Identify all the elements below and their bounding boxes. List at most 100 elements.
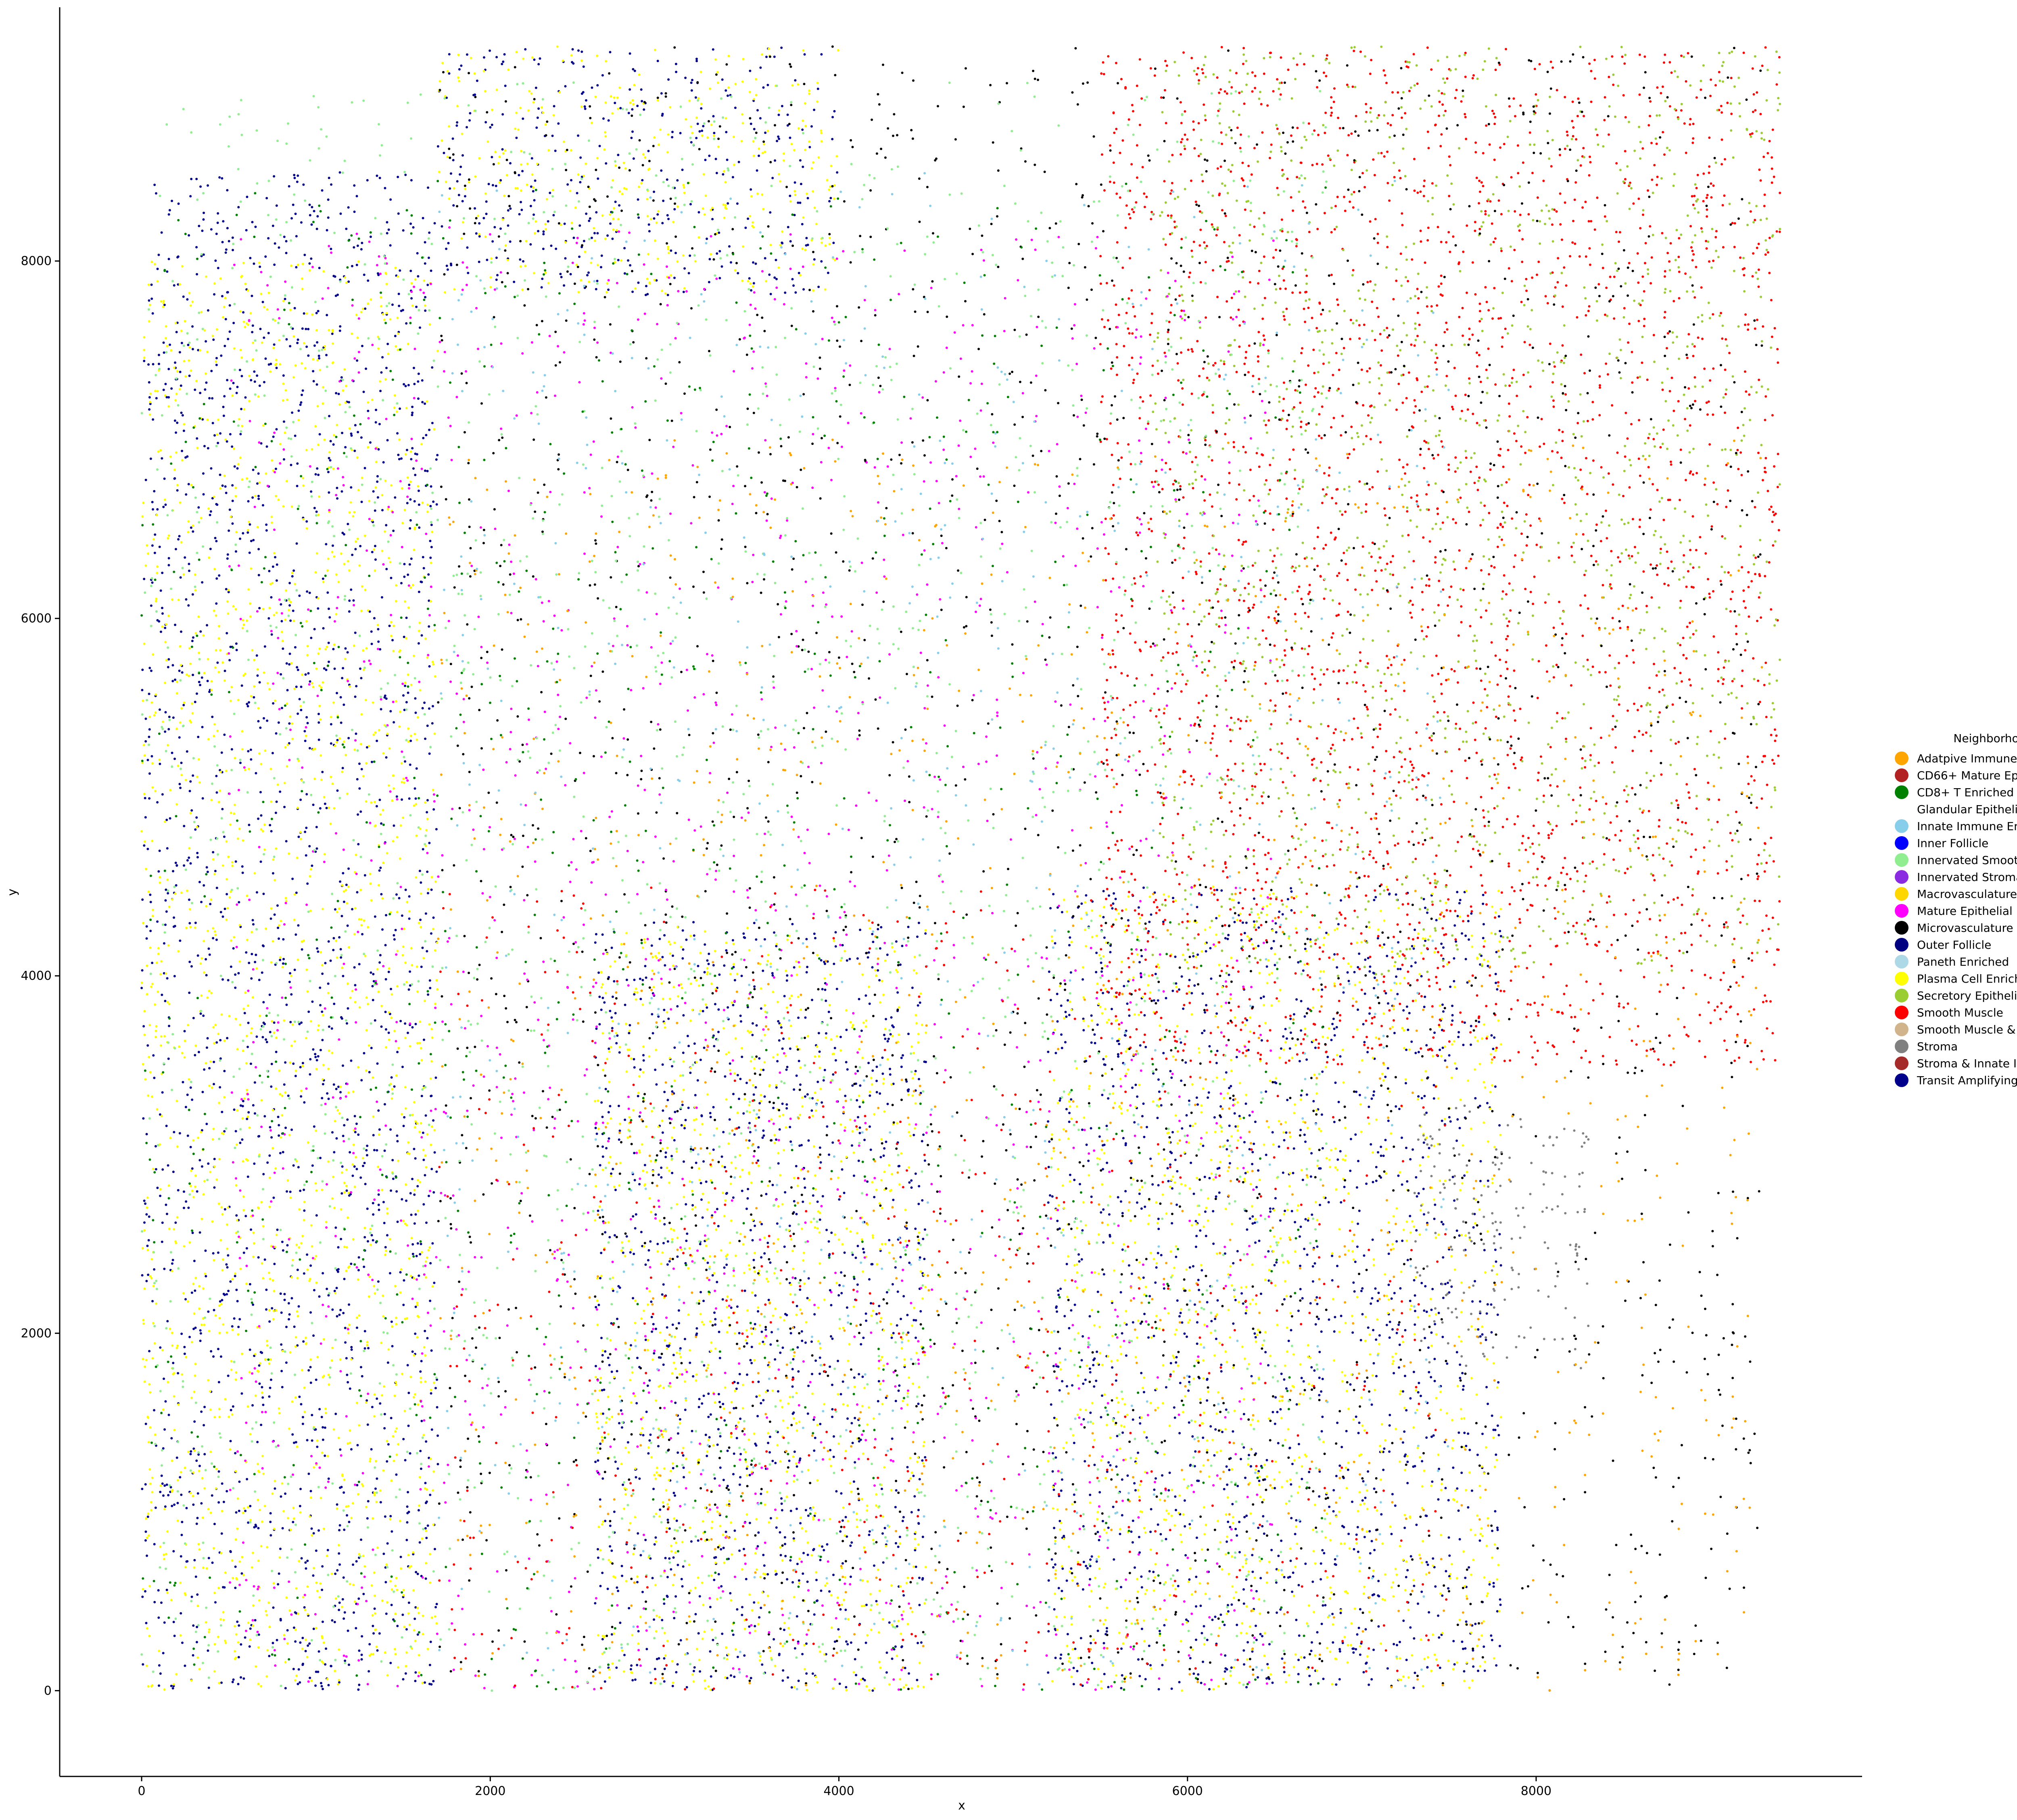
data-point [850, 1641, 852, 1644]
data-point [192, 1624, 194, 1627]
data-point [241, 1352, 243, 1355]
data-point [143, 336, 146, 338]
data-point [285, 840, 288, 843]
data-point [338, 1563, 341, 1566]
data-point [166, 879, 169, 881]
data-point [394, 335, 397, 337]
data-point [338, 908, 340, 910]
data-point [405, 1665, 407, 1668]
data-point [377, 1109, 380, 1112]
data-point [232, 522, 234, 525]
data-point [313, 1628, 315, 1630]
data-point [200, 1218, 203, 1220]
data-point [171, 1459, 173, 1462]
data-point [163, 1428, 166, 1431]
data-point [302, 389, 304, 392]
data-point [426, 950, 428, 952]
data-point [360, 610, 363, 612]
data-point [340, 1016, 342, 1019]
data-point [395, 1381, 397, 1383]
data-point [180, 576, 182, 579]
data-point [242, 262, 245, 264]
data-point [158, 1650, 160, 1652]
data-point [332, 468, 335, 470]
data-point [256, 1035, 258, 1038]
data-point [408, 895, 411, 897]
data-point [335, 573, 338, 576]
data-point [253, 370, 255, 373]
data-point [645, 1339, 647, 1341]
data-point [391, 303, 394, 306]
data-point [296, 462, 299, 465]
data-point [239, 1268, 242, 1270]
data-point [204, 329, 206, 332]
data-point [415, 835, 418, 837]
data-point [426, 799, 429, 801]
data-point [332, 701, 335, 704]
data-point [416, 966, 418, 968]
data-point [281, 631, 283, 633]
data-point [315, 1549, 317, 1552]
data-point [192, 1017, 195, 1019]
data-point [804, 1186, 806, 1189]
data-point [205, 1062, 207, 1064]
data-point [267, 617, 270, 620]
data-point [149, 1391, 151, 1394]
data-point [396, 1625, 399, 1627]
data-point [662, 1131, 664, 1134]
data-point [723, 1267, 726, 1269]
data-point [167, 396, 170, 399]
data-point [366, 1341, 369, 1343]
data-point [858, 1106, 861, 1108]
data-point [334, 1227, 337, 1229]
data-point [154, 1434, 157, 1436]
data-point [242, 1117, 244, 1120]
data-point [156, 920, 159, 923]
data-point [265, 472, 267, 475]
data-point [180, 541, 183, 543]
data-point [392, 774, 395, 777]
data-point [376, 1062, 379, 1065]
data-point [297, 924, 300, 927]
data-point [158, 254, 160, 256]
data-point [172, 1687, 174, 1690]
data-point [280, 1292, 282, 1295]
data-point [143, 844, 145, 847]
data-point [281, 1386, 284, 1388]
data-point [183, 360, 186, 362]
data-point [402, 229, 405, 232]
data-point [282, 647, 284, 650]
data-point [428, 232, 430, 234]
data-point [239, 457, 242, 459]
data-point [203, 1406, 206, 1408]
data-point [317, 652, 319, 655]
data-point [422, 556, 424, 558]
data-point [331, 1197, 334, 1200]
data-point [421, 634, 423, 637]
data-point [289, 1191, 292, 1193]
data-point [152, 909, 154, 911]
data-point [411, 1026, 414, 1029]
data-point [706, 1006, 708, 1009]
data-point [142, 699, 144, 702]
data-point [150, 1509, 152, 1511]
data-point [413, 383, 416, 385]
data-point [171, 1332, 173, 1334]
data-point [302, 1423, 304, 1425]
data-point [722, 1403, 724, 1405]
data-point [336, 1569, 338, 1572]
data-point [142, 1663, 144, 1666]
data-point [165, 973, 167, 975]
data-point [168, 1003, 171, 1005]
data-point [294, 646, 296, 649]
data-point [379, 670, 381, 672]
data-point [179, 1582, 182, 1584]
data-point [230, 686, 233, 688]
data-point [160, 630, 162, 633]
data-point [267, 682, 269, 685]
data-point [249, 1348, 251, 1351]
data-point [378, 1128, 381, 1131]
data-point [291, 505, 293, 508]
data-point [163, 1689, 166, 1691]
data-point [242, 532, 244, 534]
